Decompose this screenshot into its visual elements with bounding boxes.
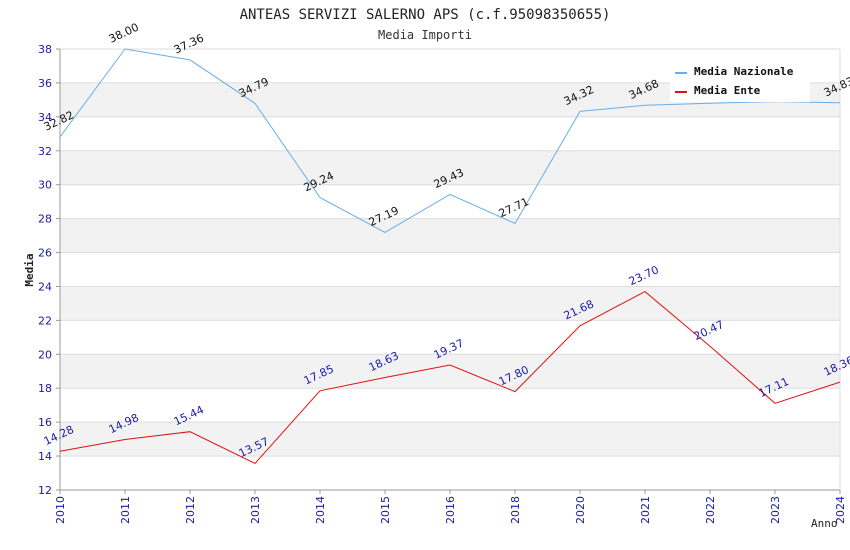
plot-band: [60, 184, 840, 219]
chart-subtitle: Media Importi: [378, 28, 472, 42]
x-tick-label: 2012: [184, 496, 197, 524]
plot-band: [60, 354, 840, 389]
chart-title: ANTEAS SERVIZI SALERNO APS (c.f.95098350…: [240, 7, 611, 23]
plot-band: [60, 422, 840, 457]
x-tick-label: 2022: [704, 496, 717, 524]
y-tick-label: 38: [38, 43, 52, 56]
gridlines: [60, 48, 840, 491]
x-tick-label: 2021: [639, 496, 652, 524]
series-lines: [59, 48, 841, 465]
y-tick-label: 30: [38, 179, 52, 192]
x-tick-labels: 2010 2011 2012 2013 2014 2015 2016 2018 2020 2021…: [54, 496, 847, 524]
x-tick-label: 2020: [574, 496, 587, 524]
plot-band: [60, 150, 840, 185]
x-tick-label: 2023: [769, 496, 782, 524]
plot-band: [60, 456, 840, 490]
y-axis-label: Media: [23, 253, 36, 286]
y-tick-label: 24: [38, 280, 52, 293]
legend-background: [670, 60, 810, 102]
series-line-media-nazionale: [59, 48, 841, 233]
series-line-media-ente: [59, 291, 841, 465]
y-tick-label: 14: [38, 450, 52, 463]
y-tick-labels: 12 14 16 18 20 22 24 26 28 30 32 34 36 38: [38, 43, 52, 497]
plot-band: [60, 116, 840, 151]
x-axis-label: Anno: [811, 517, 838, 530]
plot-band: [60, 388, 840, 423]
plot-band: [60, 252, 840, 287]
legend: Media Nazionale Media Ente: [670, 60, 810, 102]
plot-band: [60, 218, 840, 253]
y-tick-label: 18: [38, 382, 52, 395]
plot-band: [60, 286, 840, 321]
plot-band: [60, 320, 840, 355]
x-tick-label: 2016: [444, 496, 457, 524]
y-tick-label: 22: [38, 314, 52, 327]
y-tick-label: 36: [38, 77, 52, 90]
axes: [56, 48, 841, 494]
x-tick-label: 2014: [314, 496, 327, 524]
x-tick-label: 2011: [119, 496, 132, 524]
y-tick-label: 32: [38, 145, 52, 158]
x-tick-label: 2013: [249, 496, 262, 524]
y-tick-label: 28: [38, 213, 52, 226]
y-tick-label: 26: [38, 247, 52, 260]
x-tick-label: 2018: [509, 496, 522, 524]
legend-label-media-ente: Media Ente: [694, 84, 761, 97]
x-tick-label: 2010: [54, 496, 67, 524]
data-label: 38.00: [107, 21, 141, 46]
x-tick-label: 2015: [379, 496, 392, 524]
y-tick-label: 16: [38, 416, 52, 429]
y-tick-label: 20: [38, 348, 52, 361]
legend-label-media-nazionale: Media Nazionale: [694, 65, 794, 78]
y-tick-label: 12: [38, 484, 52, 497]
x-tick-label: 2024: [834, 496, 847, 524]
y-tick-label: 34: [38, 111, 52, 124]
